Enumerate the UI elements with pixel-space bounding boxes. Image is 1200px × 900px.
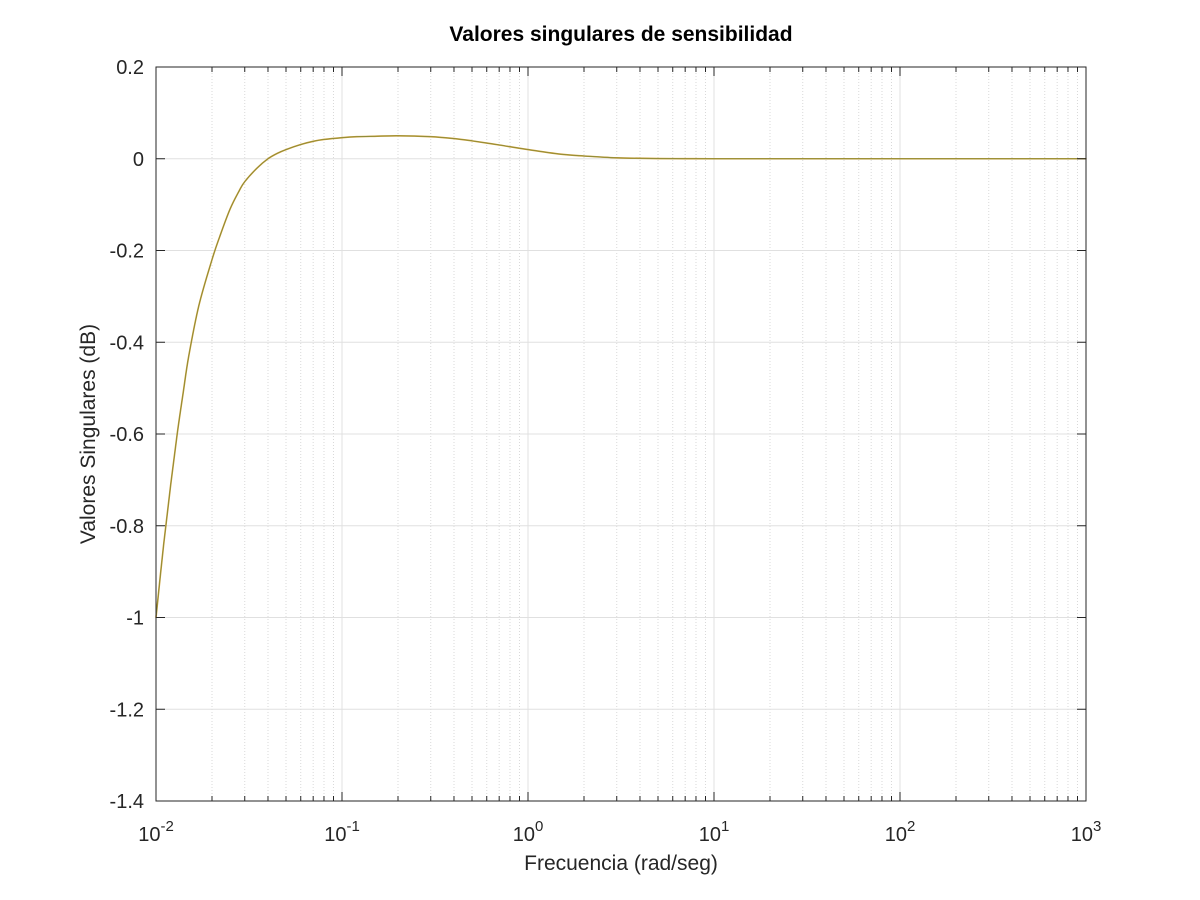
chart-title: Valores singulares de sensibilidad bbox=[449, 23, 792, 46]
x-tick-base: 10 bbox=[138, 824, 160, 846]
x-tick-label: 101 bbox=[699, 818, 730, 846]
y-tick-label: -0.4 bbox=[110, 332, 144, 354]
x-tick-exponent: 3 bbox=[1093, 818, 1101, 835]
x-tick-base: 10 bbox=[1071, 824, 1093, 846]
x-tick-base: 10 bbox=[513, 824, 535, 846]
x-axis-label: Frecuencia (rad/seg) bbox=[524, 852, 718, 875]
x-tick-exponent: -1 bbox=[346, 818, 359, 835]
series-line-2 bbox=[155, 135, 1087, 618]
x-tick-exponent: 2 bbox=[907, 818, 915, 835]
x-tick-label: 103 bbox=[1071, 818, 1102, 846]
x-tick-label: 102 bbox=[885, 818, 916, 846]
y-tick-label: -0.6 bbox=[110, 424, 144, 446]
y-tick-label: -1 bbox=[126, 608, 144, 630]
y-tick-label: 0 bbox=[133, 149, 144, 171]
y-tick-label: -0.2 bbox=[110, 241, 144, 263]
y-axis-label: Valores Singulares (dB) bbox=[77, 324, 100, 544]
x-tick-label: 100 bbox=[513, 818, 544, 846]
y-tick-label: -1.2 bbox=[110, 699, 144, 721]
x-tick-labels: 10-2 10-1 100 101 102 103 bbox=[138, 818, 1101, 846]
x-tick-base: 10 bbox=[885, 824, 907, 846]
y-tick-label: -0.8 bbox=[110, 516, 144, 538]
x-tick-exponent: 1 bbox=[721, 818, 729, 835]
x-tick-base: 10 bbox=[324, 824, 346, 846]
x-tick-label: 10-2 bbox=[138, 818, 174, 846]
x-tick-label: 10-1 bbox=[324, 818, 360, 846]
tick-marks bbox=[155, 66, 1087, 802]
y-tick-labels: 0.2 0 -0.2 -0.4 -0.6 -0.8 -1 -1.2 -1.4 bbox=[110, 57, 144, 813]
y-tick-label: 0.2 bbox=[116, 57, 144, 79]
x-tick-exponent: 0 bbox=[535, 818, 543, 835]
x-tick-base: 10 bbox=[699, 824, 721, 846]
series-layer bbox=[155, 135, 1087, 619]
y-tick-label: -1.4 bbox=[110, 791, 144, 813]
x-tick-exponent: -2 bbox=[160, 818, 173, 835]
